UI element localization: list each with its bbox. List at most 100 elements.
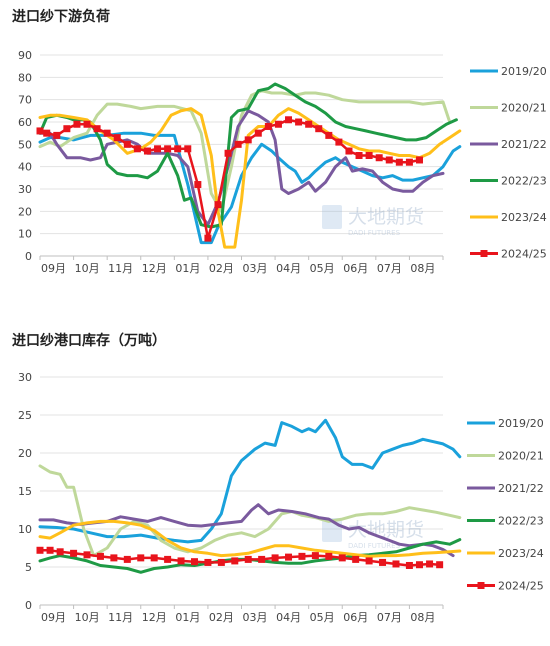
legend: 2019/20 2020/21 2021/22 2022/23 2023/24 2024/… bbox=[467, 417, 544, 593]
x-tick-label: 05月 bbox=[310, 611, 335, 624]
data-point bbox=[285, 116, 293, 124]
data-point bbox=[194, 181, 202, 189]
data-point bbox=[254, 129, 262, 137]
x-tick-label: 11月 bbox=[108, 611, 133, 624]
inventory-chart: 0 5 10 15 20 25 30 09月 10月 11月 12月 01月 02月 03月 04月 05月 0… bbox=[18, 371, 544, 624]
x-tick-label: 10月 bbox=[75, 262, 100, 275]
x-tick-label: 06月 bbox=[343, 262, 368, 275]
x-tick-label: 10月 bbox=[75, 611, 100, 624]
legend-label: 2019/20 bbox=[498, 417, 544, 430]
series-2023-24 bbox=[38, 519, 462, 558]
data-point bbox=[285, 553, 293, 561]
data-point bbox=[137, 554, 145, 562]
x-tick-label: 09月 bbox=[41, 262, 66, 275]
x-tick-label: 12月 bbox=[142, 262, 167, 275]
data-point bbox=[123, 555, 131, 563]
legend-item: 2024/25 bbox=[470, 248, 547, 261]
data-point bbox=[83, 551, 91, 559]
x-tick-label: 02月 bbox=[209, 262, 234, 275]
x-tick-label: 01月 bbox=[175, 262, 200, 275]
data-point bbox=[379, 558, 387, 566]
y-tick-label: 90 bbox=[18, 49, 32, 62]
data-point bbox=[405, 158, 413, 166]
data-point bbox=[70, 549, 78, 557]
data-point bbox=[338, 554, 346, 562]
x-tick-label: 09月 bbox=[41, 611, 66, 624]
y-tick-label: 0 bbox=[25, 250, 32, 263]
data-point bbox=[150, 554, 158, 562]
data-point bbox=[154, 145, 162, 153]
x-tick-label: 08月 bbox=[410, 611, 435, 624]
data-point bbox=[36, 127, 44, 135]
legend-label: 2019/20 bbox=[501, 65, 547, 78]
data-point bbox=[36, 546, 44, 554]
data-point bbox=[46, 546, 54, 554]
chart-title-load: 进口纱下游负荷 bbox=[12, 9, 110, 25]
data-point bbox=[174, 145, 182, 153]
series-2020-21 bbox=[38, 464, 462, 558]
legend-label: 2020/21 bbox=[498, 450, 544, 463]
data-point bbox=[311, 552, 319, 560]
data-point bbox=[264, 122, 272, 130]
legend-item: 2021/22 bbox=[470, 138, 547, 151]
data-point bbox=[325, 552, 333, 560]
data-point bbox=[365, 557, 373, 565]
legend-marker bbox=[477, 582, 485, 589]
series-2022-23 bbox=[38, 82, 458, 229]
watermark-en: DADI FUTURES bbox=[348, 542, 401, 550]
x-tick-label: 04月 bbox=[276, 262, 301, 275]
legend-label: 2022/23 bbox=[501, 175, 547, 188]
legend-label: 2021/22 bbox=[498, 482, 544, 495]
data-point bbox=[204, 234, 212, 242]
series-2023-24 bbox=[38, 107, 462, 249]
data-point bbox=[295, 118, 303, 126]
data-point bbox=[164, 555, 172, 563]
y-tick-label: 0 bbox=[25, 599, 32, 612]
data-point bbox=[231, 557, 239, 565]
data-point bbox=[392, 560, 400, 568]
series-line bbox=[38, 82, 458, 229]
data-point bbox=[184, 145, 192, 153]
legend-item: 2019/20 bbox=[467, 417, 544, 430]
data-point bbox=[217, 558, 225, 566]
data-point bbox=[133, 145, 141, 153]
legend: 2019/20 2020/21 2021/22 2022/23 2023/24 2024/… bbox=[470, 65, 547, 261]
data-point bbox=[244, 555, 252, 563]
data-point bbox=[415, 561, 423, 569]
legend-label: 2023/24 bbox=[498, 547, 544, 560]
y-tick-label: 40 bbox=[18, 161, 32, 174]
data-point bbox=[258, 555, 266, 563]
data-point bbox=[123, 140, 131, 148]
legend-label: 2023/24 bbox=[501, 211, 547, 224]
watermark-en: DADI FUTURES bbox=[348, 229, 401, 237]
legend-label: 2020/21 bbox=[501, 102, 547, 115]
y-tick-label: 5 bbox=[25, 561, 32, 574]
x-tick-label: 02月 bbox=[209, 611, 234, 624]
data-point bbox=[274, 120, 282, 128]
data-point bbox=[426, 560, 434, 568]
watermark-cn: 大地期货 bbox=[348, 206, 424, 228]
legend-item: 2021/22 bbox=[467, 482, 544, 495]
data-point bbox=[305, 120, 313, 128]
x-tick-label: 01月 bbox=[175, 611, 200, 624]
data-point bbox=[335, 138, 343, 146]
data-point bbox=[96, 552, 104, 560]
data-point bbox=[352, 555, 360, 563]
data-point bbox=[234, 140, 242, 148]
x-tick-label: 03月 bbox=[243, 611, 268, 624]
data-point bbox=[244, 136, 252, 144]
series-line bbox=[38, 107, 462, 249]
data-point bbox=[143, 147, 151, 155]
legend-marker bbox=[480, 250, 488, 257]
y-tick-label: 25 bbox=[18, 409, 32, 422]
x-tick-label: 08月 bbox=[410, 262, 435, 275]
legend-item: 2020/21 bbox=[470, 102, 547, 115]
y-tick-label: 80 bbox=[18, 71, 32, 84]
legend-item: 2023/24 bbox=[467, 547, 544, 560]
data-point bbox=[224, 149, 232, 157]
y-tick-label: 15 bbox=[18, 485, 32, 498]
legend-label: 2024/25 bbox=[501, 248, 547, 261]
data-point bbox=[214, 201, 222, 209]
x-tick-label: 06月 bbox=[343, 611, 368, 624]
